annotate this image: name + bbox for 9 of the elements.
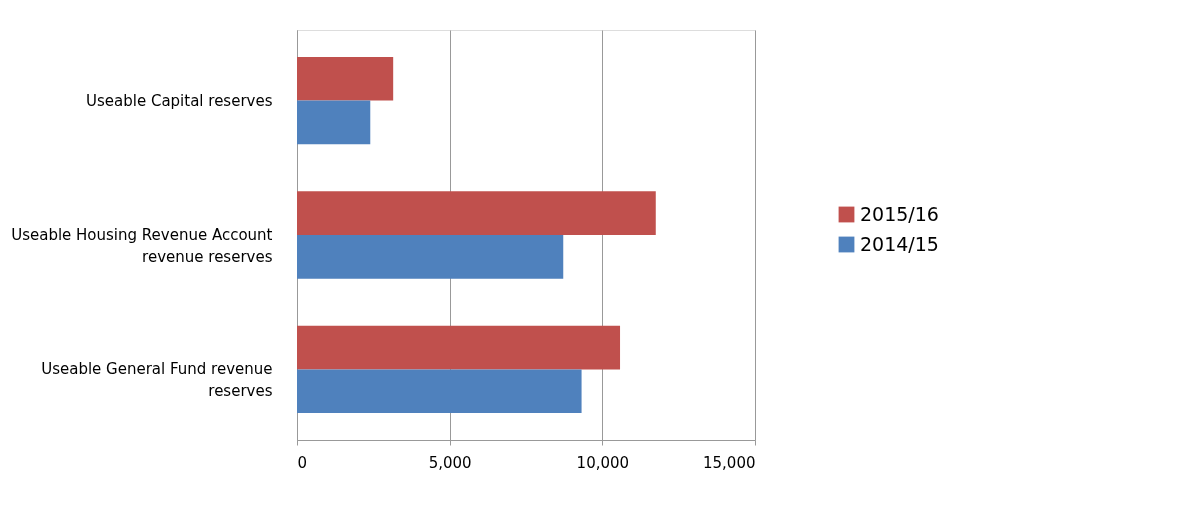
legend-label: 2014/15 bbox=[860, 232, 939, 255]
x-tick-label: 15,000 bbox=[703, 453, 756, 472]
y-tick-label: Useable Capital reserves bbox=[86, 91, 273, 110]
x-tick-label: 10,000 bbox=[576, 453, 630, 472]
x-tick-label: 5,000 bbox=[428, 453, 472, 472]
y-tick-label: Useable General Fund revenue reserves bbox=[41, 360, 273, 401]
x-tick-label: 0 bbox=[297, 453, 308, 472]
y-tick-label: Useable Housing Revenue Account revenue reserves bbox=[11, 226, 273, 266]
legend-label: 2015/16 bbox=[860, 202, 939, 225]
